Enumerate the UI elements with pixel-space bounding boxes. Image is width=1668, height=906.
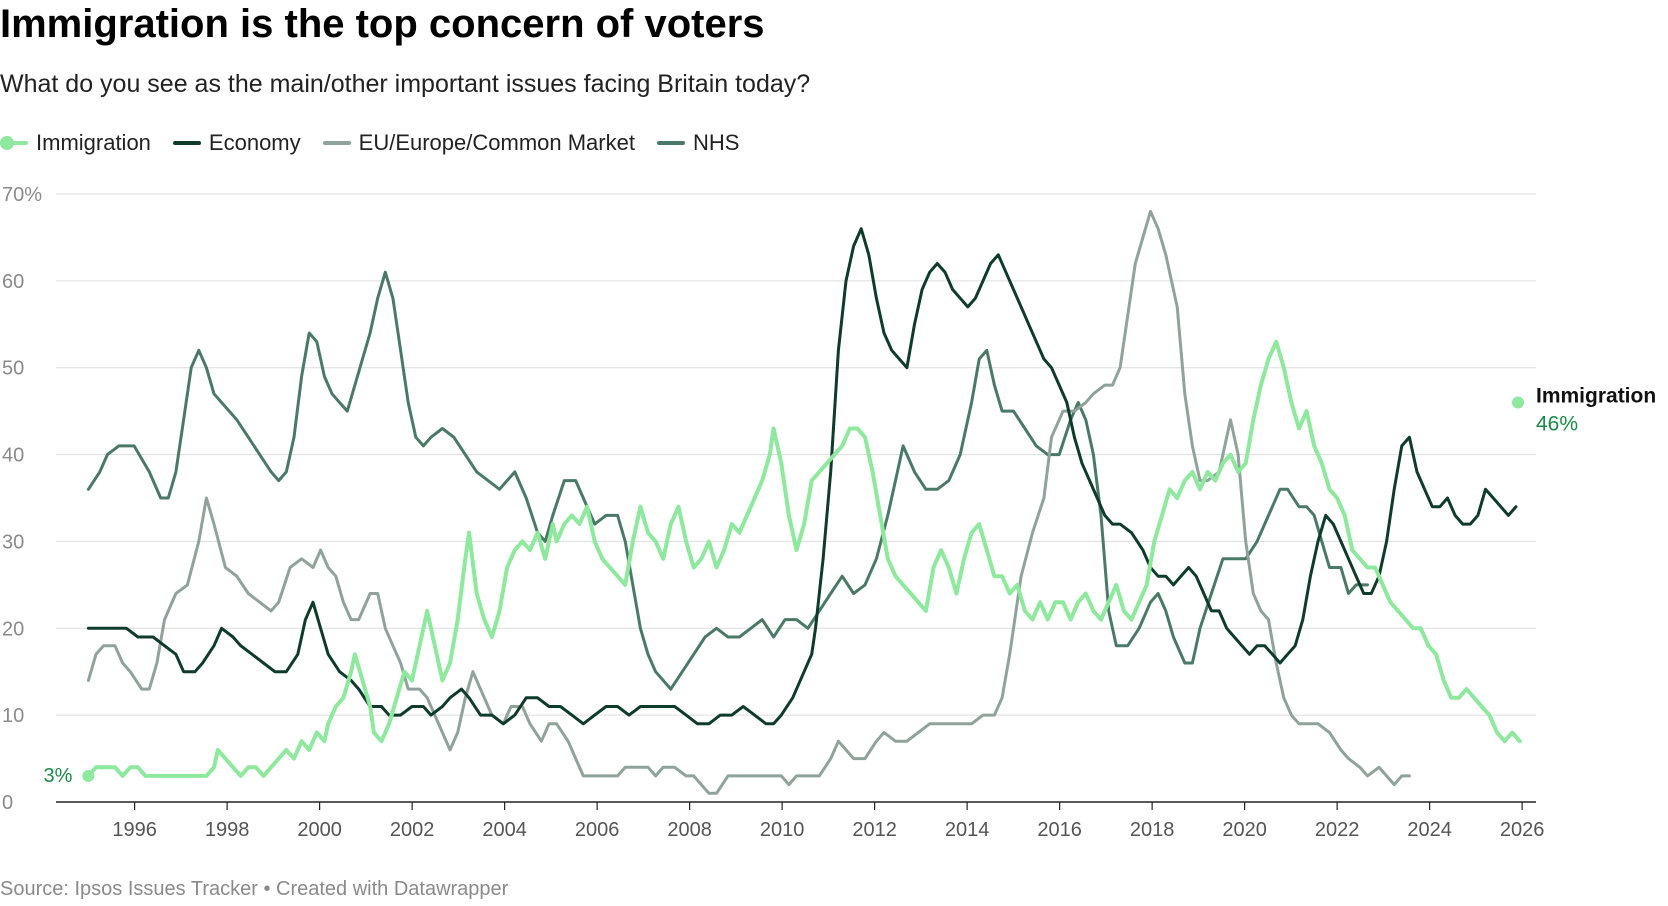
x-tick-label: 2008: [667, 819, 712, 841]
chart-title: Immigration is the top concern of voters: [0, 2, 765, 46]
end-series-name-label: Immigration: [1536, 384, 1656, 407]
y-tick-label: 30: [2, 531, 24, 553]
legend-label-nhs: NHS: [692, 130, 740, 155]
legend-swatch-eu: [322, 141, 351, 145]
y-tick-label: 40: [2, 445, 24, 467]
x-tick-label: 1996: [112, 819, 157, 841]
x-tick-label: 2020: [1222, 819, 1267, 841]
legend-label-eu: EU/Europe/Common Market: [358, 130, 635, 155]
x-tick-label: 2026: [1500, 819, 1545, 841]
legend-label-economy: Economy: [208, 130, 301, 155]
x-tick-label: 2016: [1037, 819, 1082, 841]
chart-legend: Immigration Economy EU/Europe/Common Mar…: [0, 129, 739, 157]
x-tick-label: 2022: [1315, 819, 1360, 841]
chart-source: Source: Ipsos Issues Tracker • Created w…: [0, 878, 509, 900]
y-tick-label: 60: [2, 271, 24, 293]
x-tick-label: 2006: [575, 819, 620, 841]
y-tick-label: 20: [2, 618, 24, 640]
x-tick-label: 2004: [482, 819, 527, 841]
x-tick-label: 2012: [852, 819, 897, 841]
x-tick-label: 2002: [390, 819, 435, 841]
end-value-label: 46%: [1536, 412, 1578, 435]
x-tick-label: 2018: [1130, 819, 1175, 841]
legend-item-immigration: Immigration: [0, 130, 151, 156]
chart-subtitle: What do you see as the main/other import…: [0, 70, 811, 98]
y-tick-label: 70%: [2, 184, 42, 206]
series-end-point: [1512, 396, 1524, 409]
y-tick-label: 0: [2, 792, 13, 814]
x-tick-label: 2014: [945, 819, 990, 841]
legend-item-eu: EU/Europe/Common Market: [322, 130, 635, 156]
y-tick-label: 10: [2, 705, 24, 727]
legend-swatch-economy: [172, 141, 201, 145]
series-line-economy: [86, 227, 1518, 726]
legend-item-nhs: NHS: [656, 130, 740, 156]
series-line-immigration: [86, 339, 1522, 778]
legend-item-economy: Economy: [172, 130, 301, 156]
series-line-nhs: [86, 270, 1369, 691]
legend-label-immigration: Immigration: [36, 130, 151, 155]
legend-dot-icon: [0, 136, 14, 150]
x-tick-label: 2024: [1407, 819, 1452, 841]
x-tick-label: 2010: [760, 819, 805, 841]
y-tick-label: 50: [2, 358, 24, 380]
legend-swatch-immigration: [0, 136, 28, 150]
x-tick-label: 2000: [297, 819, 342, 841]
series-start-point: [82, 769, 95, 782]
legend-swatch-nhs: [656, 141, 685, 145]
series-line-eu-europe-common-market: [86, 209, 1411, 795]
x-tick-label: 1998: [205, 819, 250, 841]
start-value-label: 3%: [43, 765, 72, 787]
